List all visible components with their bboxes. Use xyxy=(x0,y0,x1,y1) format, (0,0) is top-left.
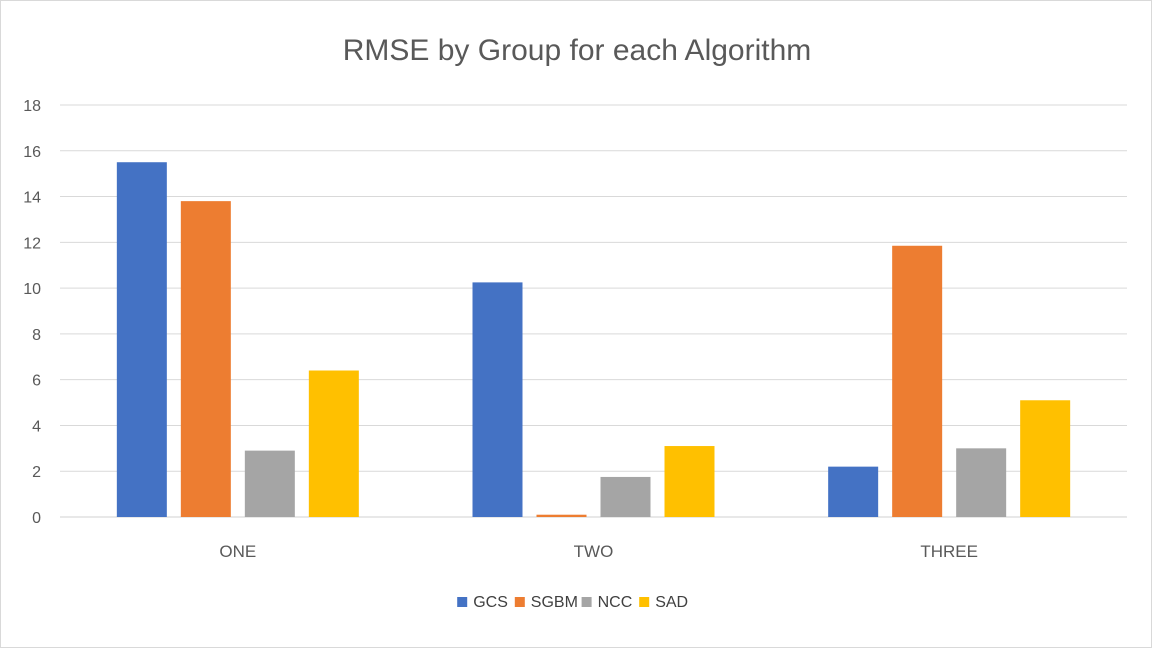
legend-label-sgbm: SGBM xyxy=(531,594,578,611)
bar-sad-two xyxy=(664,446,715,517)
legend-label-gcs: GCS xyxy=(473,594,508,611)
bar-sgbm-one xyxy=(180,201,231,517)
y-tick-label: 2 xyxy=(32,464,41,481)
chart-title: RMSE by Group for each Algorithm xyxy=(343,34,812,67)
bar-ncc-three xyxy=(956,448,1007,517)
y-tick-label: 8 xyxy=(32,327,41,344)
x-tick-label: TWO xyxy=(574,542,614,561)
legend-label-sad: SAD xyxy=(655,594,688,611)
y-tick-label: 10 xyxy=(23,281,41,298)
bar-sad-one xyxy=(308,370,359,517)
x-tick-label: ONE xyxy=(219,542,256,561)
y-axis-ticks: 0 2 4 6 8 10 12 14 16 18 xyxy=(23,98,41,527)
x-axis-ticks: ONE TWO THREE xyxy=(219,542,978,561)
x-tick-label: THREE xyxy=(920,542,978,561)
bar-ncc-two xyxy=(600,476,651,517)
bar-sgbm-three xyxy=(892,245,943,517)
bar-gcs-three xyxy=(828,466,879,517)
bar-gcs-two xyxy=(472,282,523,517)
bars xyxy=(116,162,1071,517)
y-tick-label: 14 xyxy=(23,190,41,207)
legend-label-ncc: NCC xyxy=(598,594,633,611)
y-tick-label: 12 xyxy=(23,235,41,252)
bar-gcs-one xyxy=(116,162,167,517)
bar-sgbm-two xyxy=(536,514,587,517)
legend-swatch-sad xyxy=(639,597,650,607)
bar-sad-three xyxy=(1020,400,1071,517)
legend-swatch-sgbm xyxy=(514,597,525,607)
y-tick-label: 18 xyxy=(23,98,41,115)
legend: GCS SGBM NCC SAD xyxy=(457,594,688,611)
y-tick-label: 0 xyxy=(32,510,41,527)
y-tick-label: 4 xyxy=(32,418,41,435)
y-tick-label: 6 xyxy=(32,373,41,390)
legend-swatch-gcs xyxy=(457,597,468,607)
gridlines xyxy=(60,104,1127,518)
legend-swatch-ncc xyxy=(581,597,592,607)
y-tick-label: 16 xyxy=(23,144,41,161)
bar-ncc-one xyxy=(244,450,295,517)
